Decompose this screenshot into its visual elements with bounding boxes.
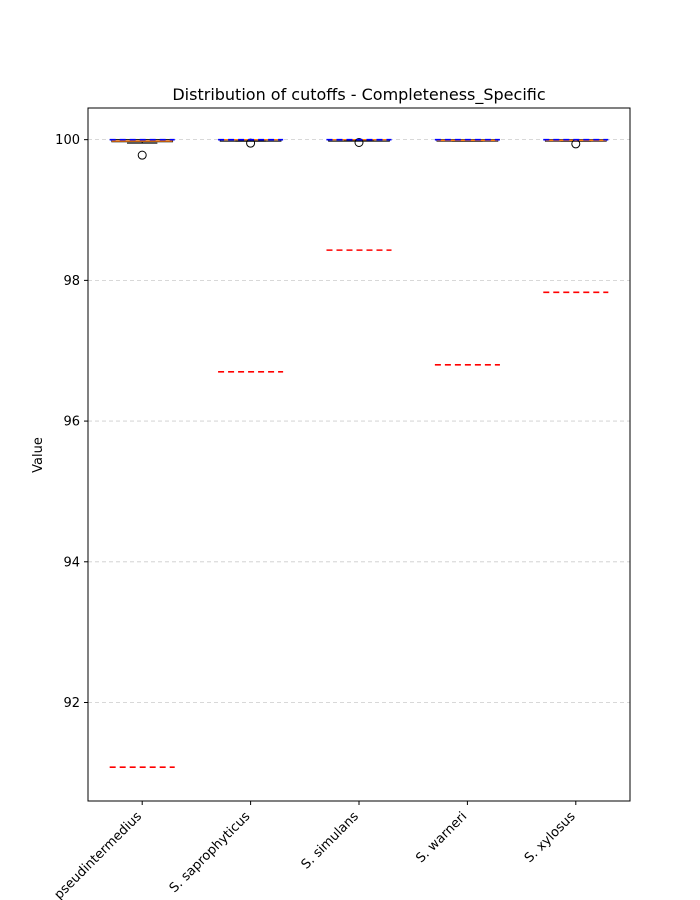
box-5	[544, 139, 607, 149]
y-tick-label: 92	[63, 696, 80, 711]
x-tick-label: S. xylosus	[522, 809, 579, 866]
x-tick-label: S. warneri	[413, 809, 470, 866]
outlier-point	[137, 150, 147, 160]
chart-title: Distribution of cutoffs - Completeness_S…	[172, 85, 545, 105]
x-axis: S. pseudintermedius S. saprophyticus S. si…	[40, 801, 579, 900]
y-axis-title: Value	[31, 437, 46, 473]
box-1	[111, 139, 174, 160]
y-tick-label: 94	[63, 555, 80, 570]
outlier-point	[354, 137, 364, 147]
plot-area	[109, 137, 609, 769]
y-tick-label: 100	[55, 133, 80, 148]
plot-frame	[87, 107, 631, 802]
y-axis: 92 94 96 98 100	[55, 133, 88, 711]
x-tick-label: S. pseudintermedius	[40, 809, 145, 900]
grid-lines	[88, 139, 630, 703]
y-tick-label: 98	[63, 274, 80, 289]
y-tick-label: 96	[63, 415, 80, 430]
x-tick-label: S. saprophyticus	[167, 809, 254, 896]
x-tick-label: S. simulans	[299, 809, 362, 872]
